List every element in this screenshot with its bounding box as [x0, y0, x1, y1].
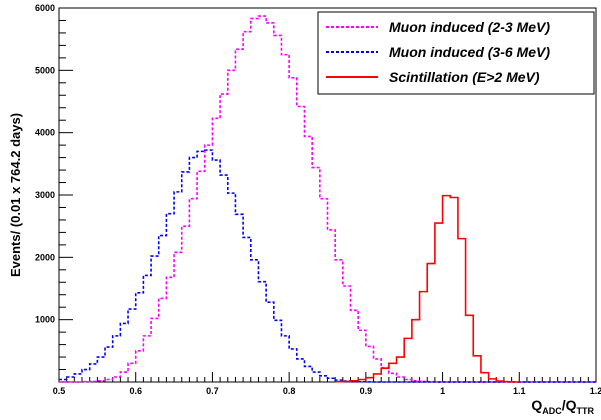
series-line-2: [335, 194, 520, 383]
x-tick-label: 1: [440, 386, 445, 396]
legend-label-muon-3-6: Muon induced (3-6 MeV): [389, 44, 550, 60]
legend-entry-muon-3-6: Muon induced (3-6 MeV): [326, 44, 550, 60]
y-tick-label: 5000: [35, 65, 55, 75]
y-axis-title: Events/ (0.01 x 764.2 days): [8, 113, 23, 277]
x-tick-label: 1.1: [513, 386, 526, 396]
x-axis-title-mid: /Q: [562, 397, 577, 413]
x-tick-label: 0.5: [53, 386, 66, 396]
x-axis-title-sub2: TTR: [577, 406, 595, 416]
x-axis-title-sub1: ADC: [542, 406, 562, 416]
x-axis-title-main: Q: [531, 397, 542, 413]
series-line-0: [59, 15, 596, 383]
legend-entry-muon-2-3: Muon induced (2-3 MeV): [326, 19, 550, 35]
legend: Muon induced (2-3 MeV) Muon induced (3-6…: [317, 11, 595, 95]
y-tick-label: 3000: [35, 190, 55, 200]
x-tick-label: 0.6: [129, 386, 142, 396]
x-tick-label: 0.9: [360, 386, 373, 396]
x-tick-label: 0.7: [206, 386, 219, 396]
y-tick-label: 6000: [35, 3, 55, 13]
histogram-curves: [59, 15, 596, 383]
legend-label-muon-2-3: Muon induced (2-3 MeV): [389, 19, 550, 35]
y-tick-label: 4000: [35, 128, 55, 138]
series-line-1: [59, 149, 596, 383]
x-tick-label: 1.2: [590, 386, 601, 396]
y-tick-label: 1000: [35, 315, 55, 325]
y-tick-label: 2000: [35, 252, 55, 262]
legend-entry-scintillation: Scintillation (E>2 MeV): [326, 69, 540, 85]
x-tick-label: 0.8: [283, 386, 296, 396]
legend-label-scintillation: Scintillation (E>2 MeV): [389, 69, 540, 85]
x-axis-title: QADC/QTTR: [531, 397, 594, 416]
